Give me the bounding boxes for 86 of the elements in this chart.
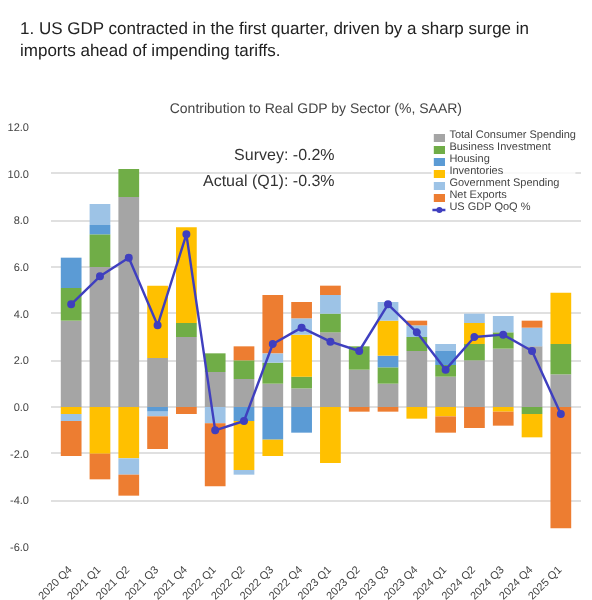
bar [320,285,341,295]
bar [464,360,485,407]
bar [233,379,255,407]
point [153,321,162,330]
bar [550,344,572,375]
bar [89,225,111,235]
bar [492,411,514,426]
point [499,330,508,339]
bar [435,416,456,433]
bar [550,292,572,344]
bar [60,320,82,407]
bar [291,376,312,389]
bar [291,407,312,433]
bar [89,267,111,407]
point [268,340,277,348]
bar [204,353,226,372]
bar [89,204,111,225]
bar [377,355,399,368]
bar [60,257,82,288]
bar [521,327,543,347]
bar [262,383,284,407]
bar [320,407,341,463]
bar [464,407,485,428]
bar [377,367,399,384]
bar [60,407,82,414]
bar [406,337,428,351]
bar [60,414,82,421]
bar [233,346,255,361]
bar [262,407,284,440]
bar [521,407,543,414]
bar [176,407,197,414]
bar [291,302,312,319]
bar [118,407,140,459]
point [355,347,364,355]
bar [492,316,514,333]
point [182,230,191,239]
bar [89,407,111,454]
bar [550,407,572,529]
bar [60,421,82,456]
bar [492,348,514,407]
bar [320,313,341,333]
bar [291,388,312,407]
bar [176,323,197,337]
bar [147,358,168,407]
bar [118,458,140,475]
bar [262,295,284,354]
bar [435,407,456,417]
point [211,426,220,435]
bar [204,423,226,487]
bar [118,169,140,197]
chart-title: 1. US GDP contracted in the first quarter, driven by a sharp surge in imports ahead of impending tariffs. [20,18,531,63]
point [124,253,133,262]
bar [89,453,111,480]
bar [521,346,543,407]
bar [176,337,197,407]
bar [377,383,399,407]
bar [435,376,456,407]
bar [521,414,543,438]
point [326,337,335,346]
bar [233,360,255,379]
annotation: Survey: -0.2% [234,146,335,165]
bar [233,421,255,470]
point [384,300,393,309]
annotation: Actual (Q1): -0.3% [203,172,335,190]
bar [464,313,485,323]
bar [550,374,572,407]
point [239,417,248,425]
bar [89,234,111,267]
bar [118,197,140,407]
bar [521,320,543,328]
bar [291,334,312,377]
bar [262,439,284,456]
bar [377,320,399,356]
bar [320,332,341,407]
bar [147,416,168,449]
bar [262,362,284,384]
bar [320,295,341,314]
bar [435,344,456,351]
point [95,272,104,281]
point [556,410,565,418]
bar [464,344,485,361]
point [528,347,537,355]
bar [406,351,428,407]
bar [118,474,140,496]
bar [406,407,428,419]
bar [348,369,370,407]
